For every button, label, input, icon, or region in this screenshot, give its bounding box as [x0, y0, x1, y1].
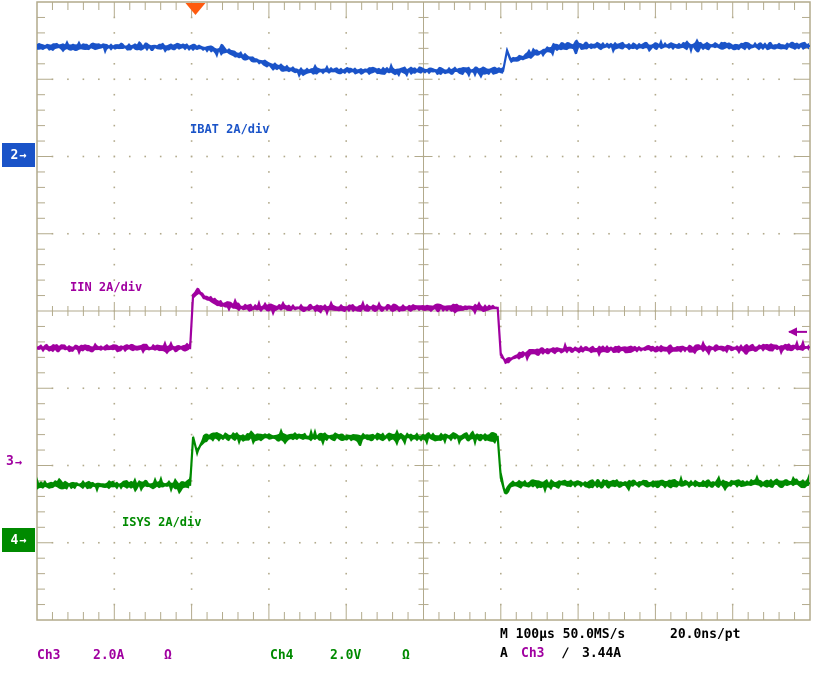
- trigger-level-readout: 3.44A: [582, 646, 622, 661]
- trigger-position-icon: [185, 3, 206, 15]
- channel-4-position-marker: 4 →: [2, 528, 35, 552]
- trigger-level-arrow-icon: [788, 327, 797, 337]
- ch4-scale-readout: 2.0V: [330, 648, 362, 663]
- trace-label-ibat: IBAT 2A/div: [190, 122, 270, 136]
- ch3-label: Ch3: [37, 648, 61, 663]
- channel-2-number: 2: [10, 147, 19, 163]
- channel-2-position-marker: 2 →: [2, 143, 35, 167]
- trigger-source-readout: Ch3: [521, 646, 545, 661]
- arrow-right-icon: →: [19, 148, 27, 162]
- arrow-right-icon: →: [14, 454, 23, 469]
- channel-3-number: 3: [6, 454, 14, 469]
- ch3-scale-readout: 2.0A: [93, 648, 125, 663]
- trigger-slope-icon: ∕: [562, 646, 570, 661]
- trace-iin: [37, 287, 809, 365]
- arrow-right-icon: →: [19, 533, 27, 547]
- ch4-coupling-icon: Ω: [402, 648, 410, 663]
- ch4-label: Ch4: [270, 648, 294, 663]
- trace-label-isys: ISYS 2A/div: [122, 515, 202, 529]
- trace-ibat: [37, 38, 809, 79]
- channel-4-number: 4: [10, 532, 19, 548]
- resolution-readout: 20.0ns/pt: [670, 627, 741, 642]
- ch3-coupling-icon: Ω: [164, 648, 172, 663]
- trigger-mode-readout: A: [500, 646, 508, 661]
- timebase-readout: M 100µs 50.0MS/s: [500, 627, 626, 642]
- channel-3-position-marker: 3 →: [6, 455, 22, 468]
- trace-label-iin: IIN 2A/div: [70, 280, 143, 294]
